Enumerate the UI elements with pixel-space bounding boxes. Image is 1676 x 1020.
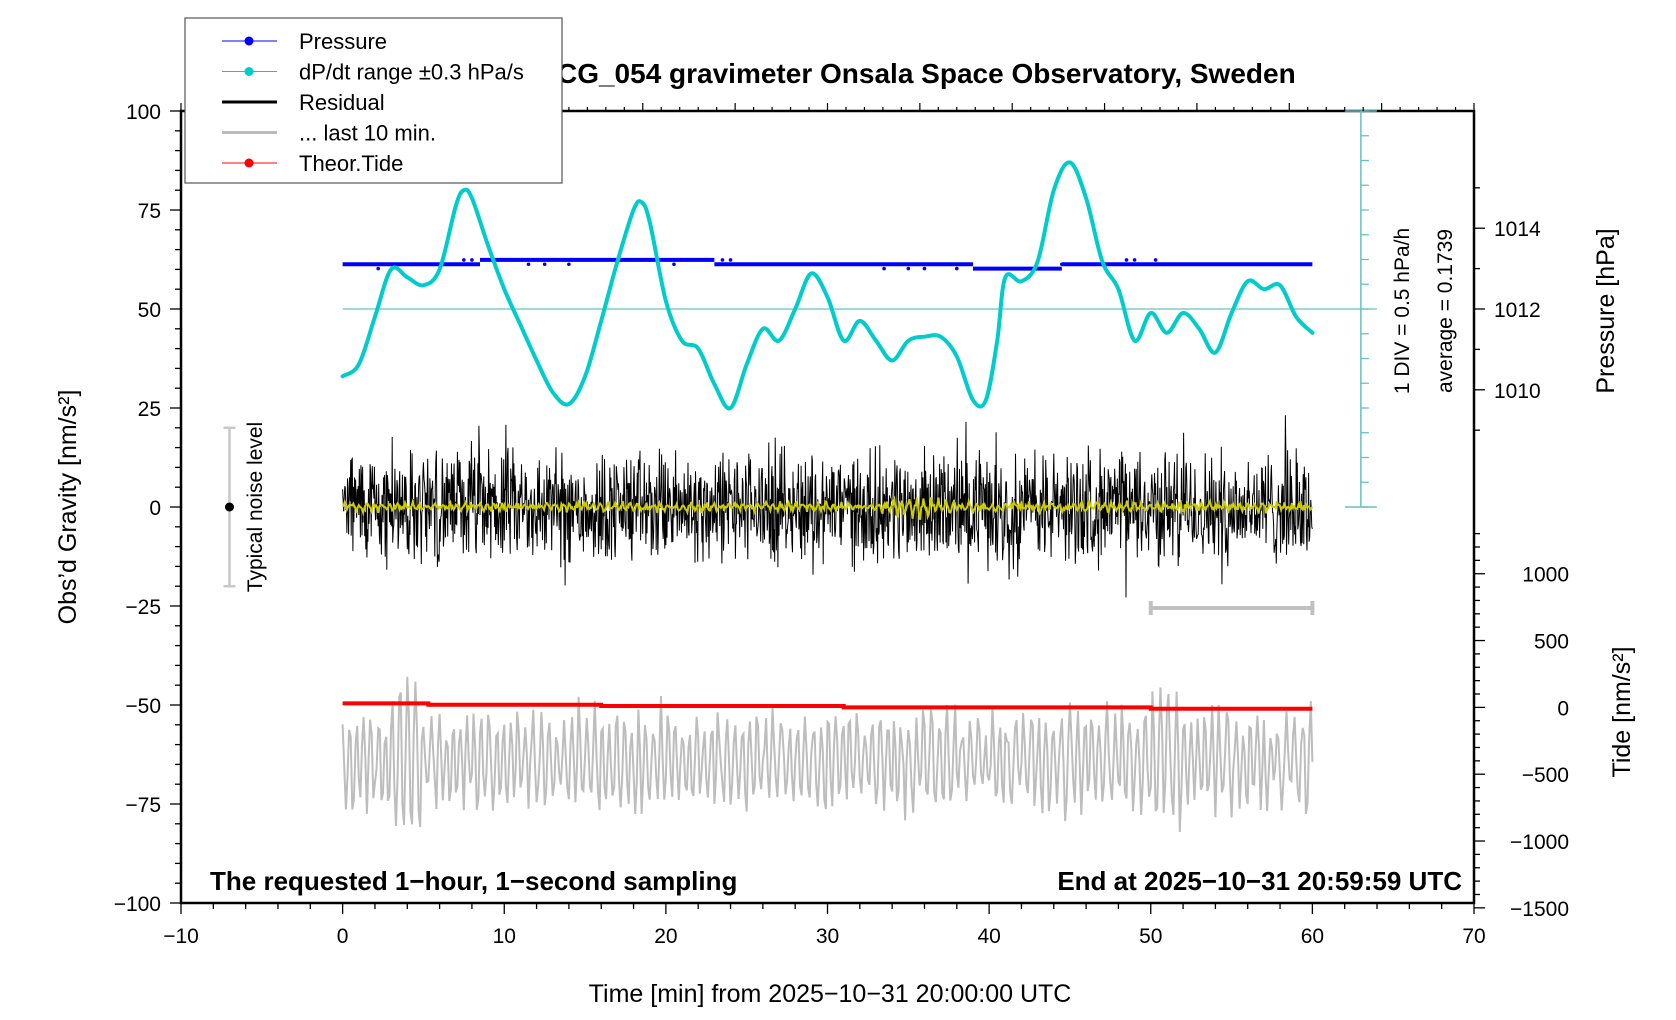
legend-label: Residual	[299, 90, 385, 115]
pressure-tick-label: 1012	[1494, 299, 1541, 322]
legend-label: ... last 10 min.	[299, 121, 436, 146]
sampling-annotation: The requested 1−hour, 1−second sampling	[210, 866, 737, 896]
x-tick-label: 0	[337, 925, 349, 948]
pressure-dot	[567, 262, 571, 267]
pressure-dot	[1132, 258, 1137, 262]
series-dpdt	[340, 160, 1315, 411]
residual-smoothed-line	[341, 495, 1314, 521]
y-tick-label: −25	[125, 596, 161, 619]
y-tick-label: −75	[125, 794, 161, 817]
pressure-dot	[542, 262, 547, 267]
y-tick-label: 25	[138, 398, 161, 421]
x-axis-label: Time [min] from 2025−10−31 20:00:00 UTC	[589, 980, 1072, 1008]
pressure-dot	[470, 258, 474, 262]
y-tick-label: 0	[149, 497, 161, 520]
y-tick-label: −100	[114, 893, 161, 916]
tide-tick-label: −1000	[1510, 831, 1569, 854]
dpdt-average-label: average = 0.1739	[1434, 229, 1457, 393]
legend-label: dP/dt range ±0.3 hPa/s	[299, 60, 524, 85]
y-tick-label: −50	[125, 695, 161, 718]
chart-title: SCG_054 gravimeter Onsala Space Observat…	[538, 58, 1295, 89]
pressure-dot	[1060, 262, 1064, 267]
end-time-annotation: End at 2025−10−31 20:59:59 UTC	[1057, 866, 1462, 896]
legend-swatch-dot	[244, 158, 254, 168]
tide-axis-label: Tide [nm/s²]	[1608, 646, 1636, 777]
x-tick-label: 40	[977, 925, 1000, 948]
pressure-dot	[647, 258, 652, 262]
pressure-tick-label: 1014	[1494, 218, 1541, 241]
x-tick-label: 70	[1462, 925, 1485, 948]
series-pressure	[342, 257, 1313, 271]
pressure-dot	[720, 258, 725, 262]
x-tick-label: 60	[1301, 925, 1324, 948]
y-axis-left: 100 75 50 25 0 −25 −50 −75 −100	[114, 101, 181, 916]
pressure-dot	[672, 262, 676, 267]
noise-center-dot	[224, 502, 234, 512]
legend-label: Theor.Tide	[299, 151, 403, 176]
pressure-dot	[728, 258, 733, 262]
legend: Pressure dP/dt range ±0.3 hPa/s Residual..…	[184, 17, 563, 184]
tide-tick-label: −1500	[1510, 898, 1569, 921]
legend-label: Pressure	[299, 29, 387, 54]
y-tick-label: 75	[138, 200, 161, 223]
tide-tick-label: 1000	[1522, 564, 1569, 587]
typical-noise-indicator	[223, 426, 236, 588]
y-tick-label: 50	[138, 299, 161, 322]
pressure-tick-label: 1010	[1494, 380, 1541, 403]
pressure-dot	[376, 266, 380, 271]
pressure-dot	[1124, 258, 1129, 262]
pressure-dot	[882, 266, 886, 271]
pressure-dot	[639, 258, 644, 262]
pressure-axis-label: Pressure [hPa]	[1592, 228, 1620, 393]
x-tick-label: 30	[816, 925, 839, 948]
x-tick-label: 20	[654, 925, 677, 948]
dpdt-div-label: 1 DIV = 0.5 hPa/h	[1391, 228, 1414, 394]
tide-tick-label: 500	[1534, 631, 1569, 654]
pressure-dot	[462, 258, 466, 262]
legend-swatch-dot	[244, 67, 254, 76]
x-tick-label: 10	[493, 925, 516, 948]
y-axis-tide: 1000 500 0 −500 −1000 −1500	[1474, 532, 1569, 921]
tide-tick-label: 0	[1557, 697, 1569, 720]
y-axis-label: Obs’d Gravity [nm/s²]	[54, 390, 82, 625]
pressure-dot	[906, 266, 911, 271]
series-residual-smoothed	[341, 495, 1314, 521]
series-last-10-min	[341, 676, 1314, 832]
y-tick-label: 100	[126, 101, 161, 124]
x-axis: −10 0 10 20 30 40 50 60 70	[163, 103, 1486, 948]
last-10-min-line	[341, 676, 1314, 832]
pressure-dot	[1153, 258, 1158, 262]
tide-line	[342, 701, 1313, 711]
pressure-dot	[955, 266, 959, 271]
x-tick-label: −10	[163, 925, 199, 948]
series-theor-tide	[342, 701, 1313, 711]
last-10-min-bracket	[1148, 600, 1315, 615]
legend-swatch-dot	[244, 36, 254, 46]
pressure-dot	[526, 262, 531, 267]
x-tick-label: 50	[1139, 925, 1162, 948]
y-axis-pressure: 1014 1012 1010	[1474, 187, 1541, 431]
pressure-dot	[922, 266, 927, 271]
tide-tick-label: −500	[1522, 764, 1569, 787]
noise-label: Typical noise level	[244, 422, 267, 592]
dpdt-line	[340, 160, 1315, 411]
